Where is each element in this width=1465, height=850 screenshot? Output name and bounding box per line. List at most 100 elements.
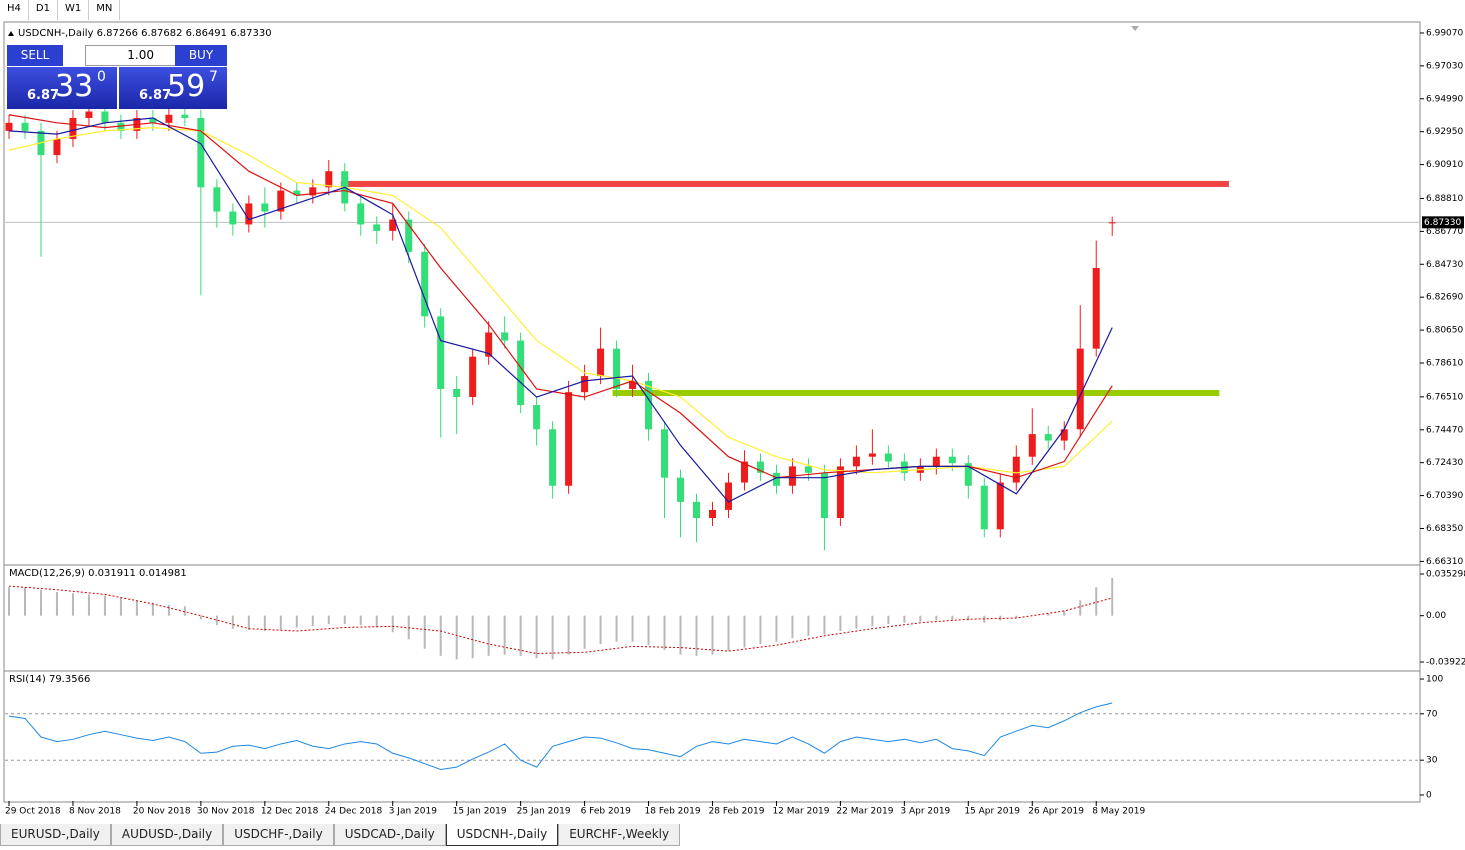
level-line (340, 180, 1229, 187)
candle-body (53, 138, 61, 156)
candle-body (85, 111, 93, 118)
candle-body (405, 219, 413, 252)
x-tick-label: 24 Dec 2018 (325, 807, 383, 817)
moving-average (8, 114, 1113, 479)
tf-button[interactable]: W1 (58, 0, 90, 20)
candle-body (980, 485, 988, 530)
candle-body (149, 117, 157, 123)
candle-body (5, 122, 13, 131)
candle-body (389, 219, 397, 231)
candle-body (565, 392, 573, 486)
buy-button[interactable]: BUY (175, 45, 227, 66)
y-tick-label: 6.99070 (1426, 28, 1463, 38)
candle-body (517, 340, 525, 406)
y-tick-label: 0.00 (1426, 611, 1446, 621)
pane-title: USDCNH-,Daily 6.87266 6.87682 6.86491 6.… (18, 28, 272, 39)
y-tick-label: 6.78610 (1426, 358, 1463, 368)
candle-body (437, 316, 445, 389)
chart-tab[interactable]: EURCHF-,Weekly (558, 824, 681, 846)
quote-point: 7 (209, 69, 218, 85)
candle-body (1092, 267, 1100, 349)
y-tick-label: 0 (1426, 790, 1432, 800)
x-tick-label: 15 Apr 2019 (964, 807, 1020, 817)
lot-input[interactable]: 1.00 (85, 45, 180, 66)
candle-body (772, 472, 780, 486)
candle-body (309, 187, 317, 196)
candle-body (932, 456, 940, 467)
candle-body (613, 348, 621, 389)
x-tick-label: 3 Jan 2019 (389, 807, 437, 817)
chart-tab[interactable]: USDCHF-,Daily (223, 824, 334, 846)
moving-average (8, 127, 1113, 474)
y-tick-label: 6.66310 (1426, 557, 1463, 567)
y-tick-label: 6.80650 (1426, 326, 1463, 336)
quote-big: 59 (167, 69, 206, 104)
x-tick-label: 26 Apr 2019 (1028, 807, 1084, 817)
candle-body (709, 509, 716, 518)
chart-tab[interactable]: USDCAD-,Daily (333, 824, 446, 846)
y-tick-label: 6.84730 (1426, 260, 1463, 270)
moving-average (8, 117, 1113, 503)
candle-body (1060, 429, 1068, 441)
candle-body (948, 456, 956, 464)
candle-body (836, 466, 844, 518)
level-line (612, 389, 1220, 396)
tf-button[interactable]: D1 (29, 0, 58, 20)
candle-body (629, 380, 637, 389)
y-tick-label: 6.74470 (1426, 425, 1463, 435)
y-tick-label: 30 (1426, 756, 1438, 766)
y-tick-label: 6.88810 (1426, 194, 1463, 204)
candle-body (197, 117, 205, 188)
y-tick-label: 6.90910 (1426, 160, 1463, 170)
ask-quote[interactable]: 6.87 59 7 (119, 67, 227, 109)
y-tick-label: -0.039223 (1426, 658, 1465, 668)
x-tick-label: 6 Feb 2019 (581, 807, 632, 817)
pane-title: MACD(12,26,9) 0.031911 0.014981 (9, 568, 187, 579)
y-tick-label: 6.72430 (1426, 458, 1463, 468)
candle-body (1028, 434, 1036, 457)
tf-button[interactable]: MN (89, 0, 121, 20)
candle-body (181, 114, 189, 118)
candle-body (325, 171, 333, 188)
chart-tab[interactable]: USDCNH-,Daily (445, 824, 559, 846)
shift-marker (1131, 26, 1139, 31)
candle-body (453, 388, 461, 398)
x-tick-label: 28 Feb 2019 (709, 807, 765, 817)
quote-point: 0 (97, 69, 106, 85)
y-tick-label: 6.70390 (1426, 491, 1463, 501)
rsi-line (8, 702, 1113, 770)
candle-body (165, 114, 173, 123)
x-tick-label: 29 Oct 2018 (5, 807, 61, 817)
candle-body (1044, 434, 1052, 441)
chart-tab[interactable]: EURUSD-,Daily (0, 824, 111, 846)
candle-body (996, 482, 1004, 530)
current-price-box (1422, 216, 1464, 229)
chart: USDCNH-,Daily 6.87266 6.87682 6.86491 6.… (3, 21, 1465, 817)
x-tick-label: 15 Jan 2019 (453, 807, 507, 817)
candle-body (245, 203, 253, 225)
candle-body (693, 501, 701, 518)
quote-prefix: 6.87 (139, 88, 172, 103)
bid-quote[interactable]: 6.87 33 0 (7, 67, 117, 109)
chart-tab[interactable]: AUDUSD-,Daily (110, 824, 224, 846)
candle-body (581, 376, 589, 393)
candle-body (277, 190, 285, 212)
candle-body (101, 111, 109, 123)
sell-button[interactable]: SELL (7, 45, 63, 66)
x-tick-label: 25 Jan 2019 (517, 807, 571, 817)
candle-body (1076, 348, 1084, 430)
candle-body (421, 251, 429, 317)
tf-button[interactable]: H4 (0, 0, 29, 20)
candle-body (533, 405, 541, 430)
candle-body (884, 453, 892, 462)
candle-body (21, 122, 29, 131)
quote-prefix: 6.87 (27, 88, 60, 103)
candle-body (469, 356, 477, 398)
candle-body (213, 187, 221, 212)
candle-body (357, 203, 365, 225)
x-tick-label: 12 Mar 2019 (772, 807, 829, 817)
y-tick-label: 6.97030 (1426, 61, 1463, 71)
y-tick-label: 6.92950 (1426, 127, 1463, 137)
x-tick-label: 22 Mar 2019 (836, 807, 893, 817)
